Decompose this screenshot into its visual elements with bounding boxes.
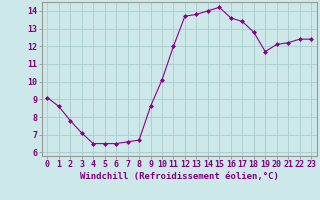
X-axis label: Windchill (Refroidissement éolien,°C): Windchill (Refroidissement éolien,°C) (80, 172, 279, 181)
